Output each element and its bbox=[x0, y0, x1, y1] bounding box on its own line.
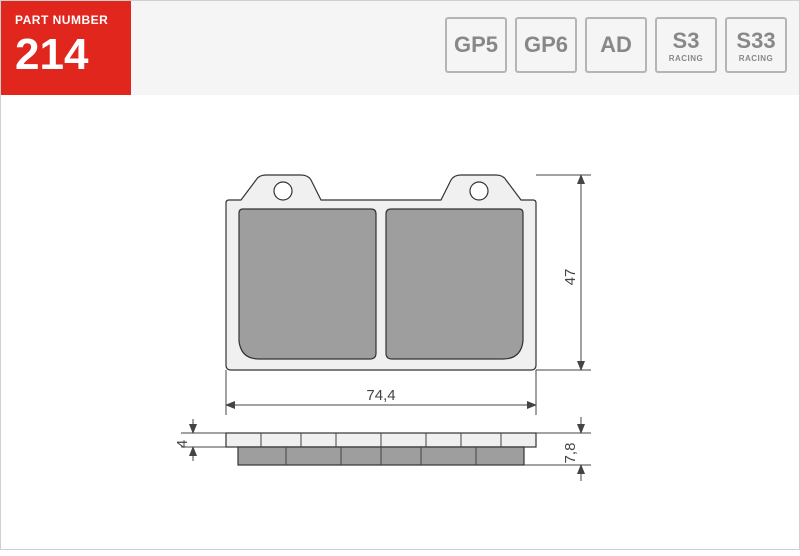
compound-main: S33 bbox=[736, 28, 775, 54]
technical-diagram: 47 74,4 4 7,8 bbox=[1, 95, 800, 551]
compound-gp5: GP5 bbox=[445, 17, 507, 73]
dim-height-label: 47 bbox=[562, 269, 579, 286]
compound-s3: S3 RACING bbox=[655, 17, 717, 73]
dim-thk2-label: 7,8 bbox=[562, 443, 579, 464]
compound-main: AD bbox=[600, 32, 632, 58]
compound-gp6: GP6 bbox=[515, 17, 577, 73]
part-number-value: 214 bbox=[15, 31, 117, 79]
drawing-svg: 47 74,4 4 7,8 bbox=[1, 95, 800, 551]
compound-main: S3 bbox=[673, 28, 700, 54]
mount-hole-right bbox=[470, 182, 488, 200]
part-number-badge: PART NUMBER 214 bbox=[1, 1, 131, 95]
dim-thk1-label: 4 bbox=[174, 440, 191, 448]
part-number-label: PART NUMBER bbox=[15, 13, 117, 27]
compound-ad: AD bbox=[585, 17, 647, 73]
compound-main: GP5 bbox=[454, 32, 498, 58]
dim-width-label: 74,4 bbox=[366, 387, 395, 404]
compound-sub: RACING bbox=[739, 54, 774, 63]
compound-sub: RACING bbox=[669, 54, 704, 63]
friction-pad-left bbox=[239, 209, 376, 359]
compound-list: GP5 GP6 AD S3 RACING S33 RACING bbox=[445, 17, 787, 73]
header-bar: PART NUMBER 214 GP5 GP6 AD S3 RACING S33… bbox=[1, 1, 799, 95]
friction-pad-right bbox=[386, 209, 523, 359]
compound-s33: S33 RACING bbox=[725, 17, 787, 73]
mount-hole-left bbox=[274, 182, 292, 200]
compound-main: GP6 bbox=[524, 32, 568, 58]
